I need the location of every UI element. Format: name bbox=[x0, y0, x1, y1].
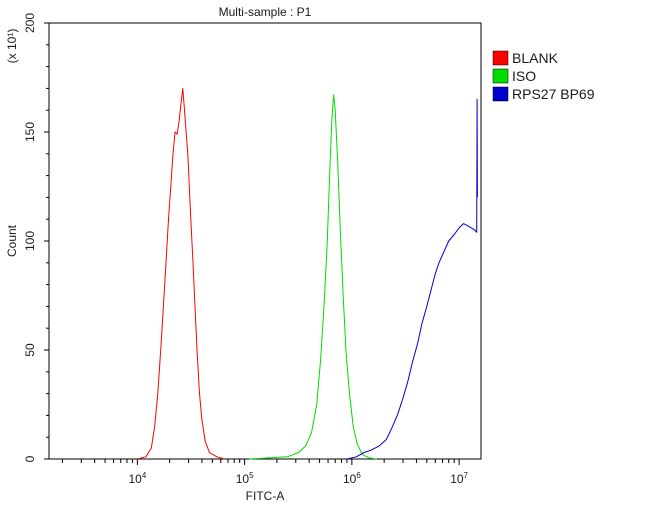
series-lines bbox=[137, 87, 478, 460]
y-axis: 0 50 100 150 200 bbox=[23, 13, 49, 462]
x-tick-label: 106 bbox=[343, 471, 361, 486]
x-tick-label: 105 bbox=[236, 471, 254, 486]
legend-label: RPS27 BP69 bbox=[512, 86, 595, 102]
series-line-blank bbox=[137, 87, 225, 460]
legend-label: BLANK bbox=[512, 50, 559, 66]
y-axis-label: Count bbox=[5, 224, 19, 257]
plot-area bbox=[48, 22, 482, 460]
y-tick-label: 100 bbox=[23, 231, 37, 251]
x-tick-label: 107 bbox=[450, 471, 468, 486]
y-tick-label: 150 bbox=[23, 122, 37, 142]
series-line-iso bbox=[249, 94, 377, 460]
y-tick-label: 200 bbox=[23, 13, 37, 33]
series-line-rps27-bp69 bbox=[346, 98, 478, 460]
legend-swatch bbox=[492, 50, 509, 66]
chart-title: Multi-sample : P1 bbox=[219, 5, 312, 19]
y-axis-multiplier: (x 10¹) bbox=[5, 29, 19, 64]
x-axis: 104 105 106 107 bbox=[61, 459, 469, 486]
y-tick-label: 50 bbox=[23, 343, 37, 357]
legend-swatch bbox=[492, 86, 509, 102]
x-axis-label: FITC-A bbox=[246, 489, 285, 503]
x-tick-label: 104 bbox=[128, 471, 146, 486]
legend: BLANK ISO RPS27 BP69 bbox=[492, 50, 595, 102]
legend-swatch bbox=[492, 68, 509, 84]
legend-label: ISO bbox=[512, 68, 536, 84]
y-tick-label: 0 bbox=[23, 455, 37, 462]
